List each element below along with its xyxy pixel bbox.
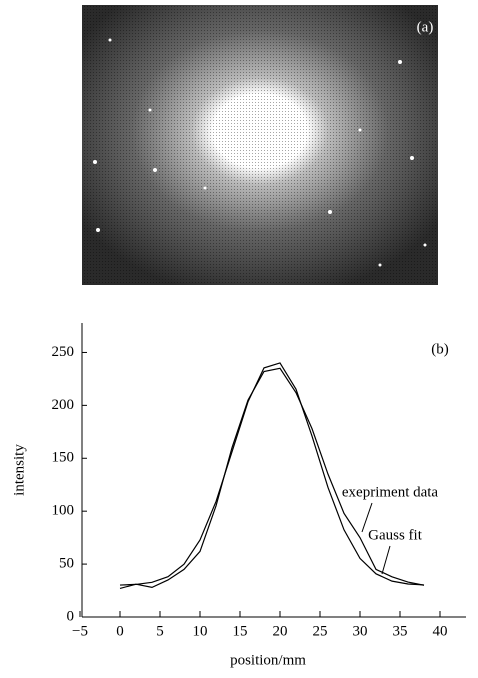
photo-panel: (a) [82, 5, 438, 285]
series-label: Gauss fit [368, 527, 423, 543]
image-texture [82, 5, 438, 285]
y-tick-label: 250 [52, 344, 75, 360]
chart: (b) position/mm intensity 05010015020025… [11, 323, 466, 668]
y-tick-label: 150 [52, 450, 75, 466]
series-line [119, 367, 425, 590]
x-tick-label: 35 [393, 623, 408, 639]
x-tick-label: 0 [116, 623, 124, 639]
y-tick-label: 50 [59, 556, 74, 572]
panel-label: (a) [417, 19, 434, 35]
x-tick-label: 5 [156, 623, 164, 639]
x-tick-label: 20 [273, 623, 288, 639]
x-tick-label: 15 [233, 623, 248, 639]
x-tick-label: 10 [193, 623, 208, 639]
x-axis-label: position/mm [230, 652, 306, 668]
leader-line [361, 502, 373, 533]
leader-line [381, 545, 391, 575]
x-tick-label: −5 [72, 623, 88, 639]
y-tick-label: 0 [67, 608, 75, 624]
series-line [119, 362, 425, 586]
panel-label: (b) [431, 341, 449, 357]
x-tick-label: 25 [313, 623, 328, 639]
y-axis-label: intensity [11, 444, 27, 496]
series-label: exepriment data [342, 484, 439, 500]
x-tick-label: 30 [353, 623, 368, 639]
y-tick-label: 100 [52, 503, 75, 519]
speckles [93, 38, 427, 267]
x-tick-label: 40 [433, 623, 448, 639]
y-tick-label: 200 [52, 397, 75, 413]
